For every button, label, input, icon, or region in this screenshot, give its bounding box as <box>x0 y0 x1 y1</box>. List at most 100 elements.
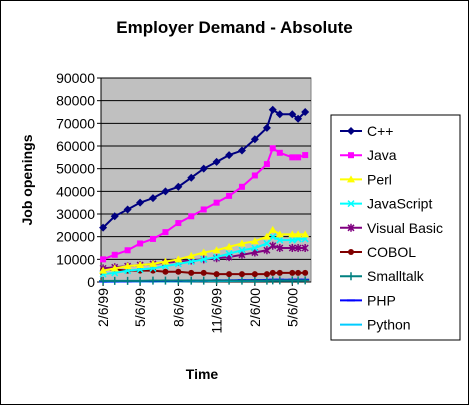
data-point <box>269 269 276 276</box>
y-tick-label: 90000 <box>56 70 95 86</box>
data-point <box>123 276 132 285</box>
legend-item-visual-basic: Visual Basic <box>340 220 443 236</box>
x-tick-label: 8/6/99 <box>170 288 186 327</box>
data-point <box>295 269 302 276</box>
data-point <box>268 225 277 233</box>
legend-marker <box>348 152 354 159</box>
data-point <box>276 236 284 244</box>
data-point <box>136 261 145 268</box>
data-point <box>174 182 183 191</box>
data-point <box>174 276 183 285</box>
data-point <box>289 269 296 276</box>
data-point <box>162 268 169 275</box>
data-point <box>276 244 284 252</box>
y-tick-label: 40000 <box>56 183 95 199</box>
x-tick-labels: 2/6/99 5/6/99 8/6/99 11/6/99 2/6/00 5/6/00 <box>95 288 300 334</box>
data-point <box>251 271 258 278</box>
data-point <box>200 269 207 276</box>
legend-marker <box>347 272 355 281</box>
data-point <box>148 276 157 285</box>
data-point <box>250 135 259 144</box>
data-point <box>302 152 309 159</box>
data-point <box>226 271 233 278</box>
data-point <box>288 230 297 238</box>
data-point <box>136 276 145 285</box>
legend-label: Visual Basic <box>367 220 443 236</box>
data-point <box>238 183 245 190</box>
data-point <box>269 145 276 152</box>
data-point <box>294 114 303 123</box>
data-point <box>213 253 221 261</box>
data-point <box>295 154 302 161</box>
data-point <box>123 262 132 270</box>
x-tick-label: 2/6/99 <box>95 288 111 327</box>
series-lines <box>99 105 310 285</box>
data-point <box>276 269 283 276</box>
legend-marker <box>347 223 355 232</box>
data-point <box>302 269 309 276</box>
data-point <box>148 259 157 267</box>
data-point <box>262 123 271 132</box>
legend-marker <box>347 200 355 208</box>
data-point <box>250 237 259 245</box>
legend-label: Java <box>367 147 397 163</box>
legend-item-c-: C++ <box>340 123 393 139</box>
legend-item-python: Python <box>340 317 411 333</box>
data-point <box>237 146 246 155</box>
data-point <box>162 229 169 236</box>
x-tick-label: 2/6/00 <box>247 288 263 327</box>
data-point <box>110 276 119 285</box>
legend-item-perl: Perl <box>340 171 392 187</box>
y-tick-label: 20000 <box>56 229 95 245</box>
x-tick-label: 5/6/99 <box>132 288 148 327</box>
data-point <box>187 251 196 259</box>
data-point <box>199 164 208 173</box>
data-point <box>288 244 296 252</box>
data-point <box>137 240 144 247</box>
data-point <box>263 246 271 255</box>
legend-item-smalltalk: Smalltalk <box>340 268 425 284</box>
legend-item-cobol: COBOL <box>340 244 416 260</box>
data-point <box>301 230 310 238</box>
data-point <box>263 239 271 247</box>
legend-marker <box>348 249 354 255</box>
data-point <box>174 255 183 263</box>
legend-item-javascript: JavaScript <box>340 196 432 212</box>
data-point <box>161 187 170 196</box>
legend-item-php: PHP <box>340 292 396 308</box>
data-point <box>148 194 157 203</box>
data-point <box>110 264 119 272</box>
data-point <box>175 268 182 275</box>
legend-label: JavaScript <box>367 196 432 212</box>
data-point <box>149 235 156 242</box>
data-point <box>251 244 259 252</box>
legend-label: COBOL <box>367 244 416 260</box>
data-point <box>289 154 296 161</box>
data-point <box>110 212 119 221</box>
data-point <box>294 244 302 252</box>
x-axis-label: Time <box>185 366 219 382</box>
data-point <box>99 266 108 274</box>
data-point <box>100 256 107 263</box>
data-point <box>161 276 170 285</box>
data-point <box>187 276 196 285</box>
data-point <box>213 271 220 278</box>
data-point <box>301 108 310 116</box>
x-tick-label: 5/6/00 <box>284 288 300 327</box>
y-tick-label: 60000 <box>56 138 95 154</box>
data-point <box>294 276 303 285</box>
data-point <box>237 276 246 285</box>
series-javascript <box>99 233 309 278</box>
data-point <box>251 172 258 179</box>
data-point <box>269 233 277 241</box>
data-point <box>263 271 270 278</box>
data-point <box>288 236 296 244</box>
y-tick-label: 80000 <box>56 93 95 109</box>
data-point <box>268 276 277 285</box>
data-point <box>276 149 283 156</box>
data-point <box>199 276 208 285</box>
data-point <box>175 220 182 227</box>
data-point <box>225 242 234 250</box>
data-point <box>262 232 271 240</box>
